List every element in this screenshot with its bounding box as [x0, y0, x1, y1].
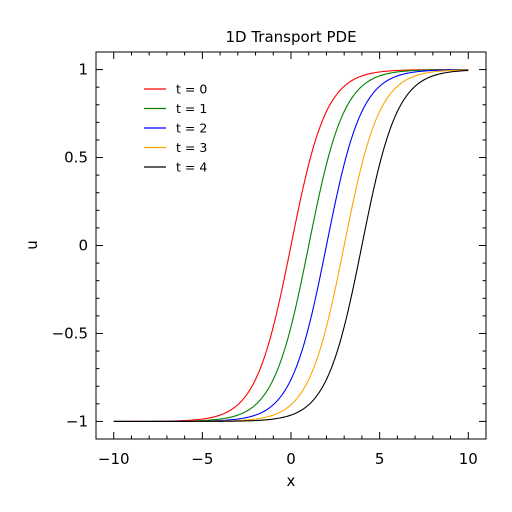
x-tick-label: 5 — [375, 450, 385, 468]
x-tick-label: 10 — [459, 450, 478, 468]
legend-label-t3: t = 3 — [176, 140, 207, 155]
axis-ticks — [95, 51, 487, 440]
y-tick-label: −1 — [66, 412, 88, 430]
series-lines — [113, 69, 469, 422]
tick-labels: −10 −5 0 5 10 −1 −0.5 0 0.5 1 — [52, 61, 478, 468]
chart-title: 1D Transport PDE — [225, 28, 356, 46]
plot-frame — [95, 51, 487, 440]
x-axis-label: x — [287, 472, 296, 490]
legend-label-t0: t = 0 — [176, 82, 207, 97]
legend-label-t1: t = 1 — [176, 101, 207, 116]
legend-label-t2: t = 2 — [176, 121, 207, 136]
x-tick-label: −5 — [191, 450, 213, 468]
x-tick-label: 0 — [286, 450, 296, 468]
y-tick-label: 0.5 — [64, 149, 88, 167]
y-tick-label: 0 — [78, 237, 88, 255]
legend: t = 0 t = 1 t = 2 t = 3 t = 4 — [144, 82, 207, 175]
x-tick-label: −10 — [98, 450, 130, 468]
y-tick-label: −0.5 — [52, 324, 88, 342]
series-line-t4 — [113, 69, 469, 422]
legend-label-t4: t = 4 — [176, 160, 207, 175]
y-tick-label: 1 — [78, 61, 88, 79]
y-axis-label: u — [23, 240, 41, 250]
